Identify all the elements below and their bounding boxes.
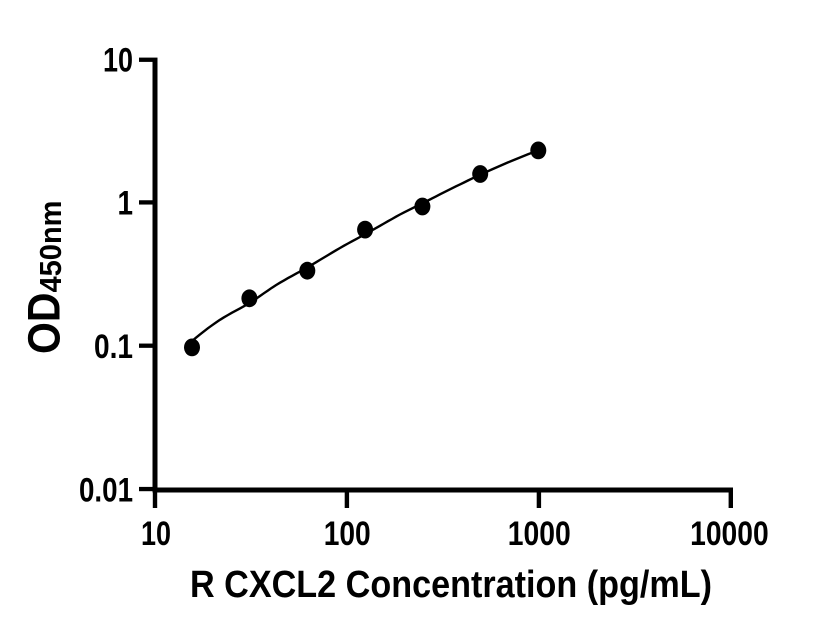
svg-text:10: 10 — [141, 515, 171, 553]
svg-text:100: 100 — [324, 515, 371, 553]
svg-text:1: 1 — [118, 185, 134, 223]
svg-text:R CXCL2 Concentration (pg/mL): R CXCL2 Concentration (pg/mL) — [190, 564, 712, 606]
svg-text:10: 10 — [103, 42, 133, 80]
svg-text:OD450nm: OD450nm — [18, 201, 69, 355]
svg-text:0.1: 0.1 — [94, 328, 133, 366]
svg-text:1000: 1000 — [508, 515, 571, 553]
svg-text:10000: 10000 — [690, 515, 769, 553]
svg-text:0.01: 0.01 — [79, 472, 133, 510]
